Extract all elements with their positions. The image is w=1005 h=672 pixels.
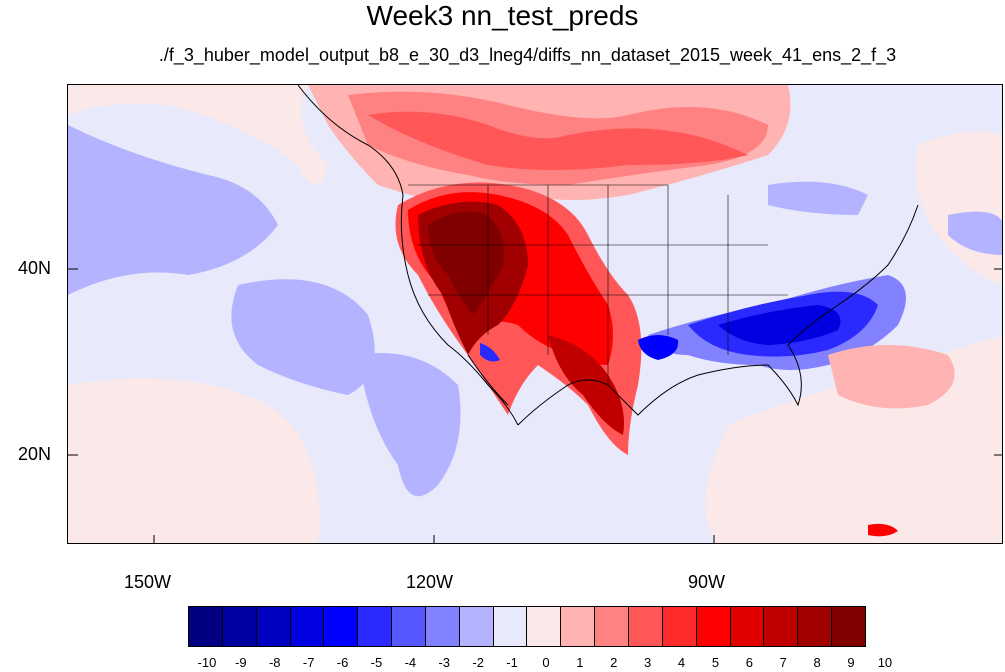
- anomaly-region: [480, 343, 500, 362]
- colorbar-box: [358, 607, 393, 646]
- colorbar-box: [662, 607, 697, 646]
- colorbar-label: -2: [472, 655, 484, 670]
- colorbar-box: [628, 607, 663, 646]
- colorbar-label: -1: [506, 655, 518, 670]
- lon-label-150w: 150W: [124, 572, 172, 592]
- colorbar-label: -6: [336, 655, 349, 670]
- colorbar-label: 0: [542, 655, 550, 670]
- colorbar-box: [290, 607, 325, 646]
- colorbar-box: [764, 607, 799, 646]
- colorbar: [188, 606, 866, 647]
- map-subtitle: ./f_3_huber_model_output_b8_e_30_d3_lneg…: [158, 45, 897, 65]
- lon-label-120w: 120W: [406, 572, 454, 592]
- lon-label-90w: 90W: [688, 572, 726, 592]
- lat-label-40n: 40N: [18, 258, 52, 278]
- colorbar-label: -5: [370, 655, 383, 670]
- colorbar-box: [392, 607, 426, 646]
- anomaly-region: [68, 85, 328, 185]
- anomaly-region: [868, 523, 898, 537]
- anomaly-region: [68, 378, 320, 543]
- colorbar-box: [324, 607, 359, 646]
- colorbar-box: [696, 607, 731, 646]
- anomaly-region: [231, 279, 375, 395]
- anomaly-region: [718, 305, 841, 345]
- colorbar-box: [730, 607, 765, 646]
- colorbar-label: -10: [197, 655, 217, 670]
- colorbar-label: 7: [779, 655, 787, 670]
- colorbar-box: [189, 607, 223, 646]
- colorbar-label: -9: [235, 655, 247, 670]
- colorbar-box: [527, 607, 562, 646]
- anomaly-region: [948, 211, 1002, 255]
- colorbar-label: 3: [644, 655, 652, 670]
- colorbar-label: -8: [268, 655, 281, 670]
- lat-label-20n: 20N: [18, 444, 52, 464]
- coastline: [297, 85, 919, 426]
- anomaly-region: [368, 111, 748, 170]
- colorbar-box: [256, 607, 291, 646]
- colorbar-label: -4: [404, 655, 417, 670]
- colorbar-box: [561, 607, 596, 646]
- anomaly-region: [428, 211, 504, 315]
- colorbar-label: 6: [745, 655, 753, 670]
- anomaly-region: [828, 345, 955, 409]
- anomaly-region: [638, 335, 679, 360]
- colorbar-label: 1: [576, 655, 584, 670]
- colorbar-box: [493, 607, 528, 646]
- colorbar-box: [425, 607, 460, 646]
- anomaly-region: [548, 335, 624, 435]
- anomaly-region: [768, 181, 868, 215]
- state-borders: [408, 184, 788, 385]
- colorbar-box: [832, 607, 865, 646]
- anomaly-map: [68, 85, 1002, 543]
- axis-ticks: [68, 268, 1002, 543]
- colorbar-label: 8: [813, 655, 821, 670]
- anomaly-region: [358, 353, 461, 497]
- colorbar-label: 4: [677, 655, 686, 670]
- colorbar-label: 2: [610, 655, 618, 670]
- colorbar-box: [459, 607, 494, 646]
- map-plot-area: [67, 84, 1003, 544]
- colorbar-box: [222, 607, 257, 646]
- colorbar-label: -3: [438, 655, 451, 670]
- colorbar-box: [595, 607, 629, 646]
- colorbar-label: -7: [302, 655, 315, 670]
- colorbar-box: [798, 607, 833, 646]
- colorbar-label: 10: [877, 655, 893, 670]
- coastline: [467, 354, 509, 406]
- colorbar-label: 5: [711, 655, 720, 670]
- colorbar-label: 9: [847, 655, 855, 670]
- map-title: Week3 nn_test_preds: [366, 0, 639, 31]
- anomaly-region: [68, 125, 278, 295]
